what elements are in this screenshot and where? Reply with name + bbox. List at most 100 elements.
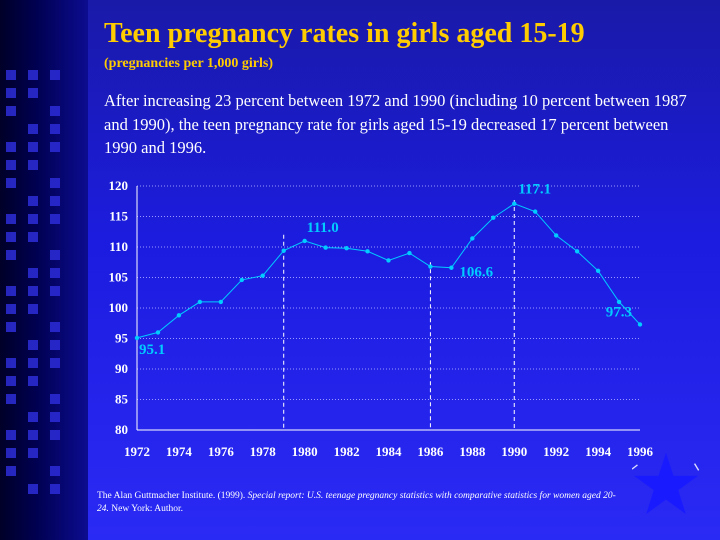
data-point bbox=[323, 245, 328, 250]
data-point bbox=[365, 249, 370, 254]
y-tick-label: 120 bbox=[109, 178, 129, 193]
decorative-tile bbox=[6, 394, 16, 404]
decorative-tile bbox=[28, 304, 38, 314]
decorative-tile bbox=[28, 232, 38, 242]
decorative-tile bbox=[50, 70, 60, 80]
decorative-tile bbox=[6, 304, 16, 314]
decorative-tile bbox=[6, 178, 16, 188]
decorative-tile bbox=[50, 466, 60, 476]
decorative-tile bbox=[50, 394, 60, 404]
data-point bbox=[176, 313, 182, 318]
data-point bbox=[239, 277, 244, 283]
decorative-tile bbox=[6, 160, 16, 170]
source-prefix: The Alan Guttmacher Institute. (1999). bbox=[97, 491, 248, 501]
y-tick-label: 95 bbox=[115, 331, 129, 346]
decorative-tile bbox=[50, 358, 60, 368]
data-label: 106.6 bbox=[459, 265, 493, 281]
x-tick-label: 1980 bbox=[292, 444, 318, 459]
y-tick-label: 110 bbox=[109, 239, 128, 254]
series-line bbox=[136, 203, 641, 339]
y-tick-label: 115 bbox=[109, 209, 128, 224]
data-point bbox=[281, 248, 286, 253]
decorative-tile bbox=[50, 106, 60, 116]
x-tick-label: 1976 bbox=[208, 444, 235, 459]
decorative-tile bbox=[50, 412, 60, 422]
decorative-tile bbox=[6, 106, 16, 116]
decorative-tile bbox=[6, 214, 16, 224]
y-tick-label: 85 bbox=[115, 392, 129, 407]
x-tick-label: 1984 bbox=[376, 444, 403, 459]
decorative-tile bbox=[50, 196, 60, 206]
decorative-tile bbox=[50, 322, 60, 332]
source-suffix: New York: Author. bbox=[108, 503, 184, 514]
data-point bbox=[491, 215, 496, 220]
decorative-tile bbox=[28, 412, 38, 422]
data-point bbox=[574, 249, 580, 254]
decorative-tile bbox=[28, 214, 38, 224]
decorative-tile bbox=[28, 268, 38, 278]
decorative-tile bbox=[6, 286, 16, 296]
decorative-tile bbox=[28, 286, 38, 296]
decorative-tile bbox=[6, 430, 16, 440]
decorative-tile bbox=[6, 322, 16, 332]
decorative-tile bbox=[28, 88, 38, 98]
decorative-tile bbox=[50, 214, 60, 224]
data-point bbox=[344, 246, 349, 251]
data-point bbox=[155, 330, 161, 335]
decorative-tile bbox=[50, 142, 60, 152]
decorative-tile bbox=[50, 124, 60, 134]
decorative-tile bbox=[50, 340, 60, 350]
data-point bbox=[533, 209, 538, 214]
decorative-tile bbox=[50, 430, 60, 440]
data-point bbox=[595, 268, 601, 273]
decorative-tile bbox=[6, 466, 16, 476]
data-label: 117.1 bbox=[518, 182, 551, 198]
x-tick-label: 1996 bbox=[627, 444, 654, 459]
data-point bbox=[428, 264, 433, 269]
source-citation: The Alan Guttmacher Institute. (1999). S… bbox=[97, 490, 617, 515]
slide-title: Teen pregnancy rates in girls aged 15-19 bbox=[104, 18, 585, 49]
data-point bbox=[134, 335, 140, 341]
decorative-tile bbox=[28, 196, 38, 206]
decorative-tile bbox=[6, 448, 16, 458]
x-tick-label: 1978 bbox=[250, 444, 277, 459]
decorative-tile bbox=[28, 484, 38, 494]
source-title: Special report: U.S. teenage pregnancy s… bbox=[97, 491, 616, 514]
data-point bbox=[616, 299, 622, 305]
decorative-tile bbox=[6, 232, 16, 242]
data-label: 95.1 bbox=[139, 342, 165, 358]
data-point bbox=[637, 322, 643, 327]
decorative-tile bbox=[28, 160, 38, 170]
decorative-tile bbox=[28, 340, 38, 350]
data-point bbox=[260, 273, 265, 278]
data-point bbox=[218, 299, 224, 305]
decorative-tile bbox=[50, 286, 60, 296]
x-tick-label: 1972 bbox=[124, 444, 150, 459]
decorative-tile bbox=[28, 142, 38, 152]
data-point bbox=[449, 265, 454, 270]
decorative-tile bbox=[50, 250, 60, 260]
decorative-tile bbox=[28, 70, 38, 80]
decorative-tile bbox=[6, 70, 16, 80]
decorative-tile bbox=[28, 376, 38, 386]
decorative-tile bbox=[28, 430, 38, 440]
y-tick-label: 80 bbox=[115, 422, 128, 437]
decorative-tile bbox=[50, 484, 60, 494]
x-tick-label: 1992 bbox=[543, 444, 569, 459]
decorative-tile bbox=[50, 178, 60, 188]
decorative-tile bbox=[50, 268, 60, 278]
y-tick-label: 90 bbox=[115, 361, 128, 376]
slide-description: After increasing 23 percent between 1972… bbox=[104, 91, 687, 157]
data-point bbox=[407, 250, 412, 256]
data-point bbox=[302, 238, 307, 244]
decorative-tile bbox=[28, 124, 38, 134]
slide-subtitle: (pregnancies per 1,000 girls) bbox=[104, 56, 274, 71]
decorative-tile bbox=[6, 376, 16, 386]
data-label: 111.0 bbox=[307, 220, 339, 236]
data-point bbox=[512, 201, 517, 206]
data-point bbox=[386, 258, 391, 263]
decorative-tile bbox=[6, 358, 16, 368]
x-tick-label: 1988 bbox=[459, 444, 486, 459]
decorative-tile bbox=[28, 448, 38, 458]
